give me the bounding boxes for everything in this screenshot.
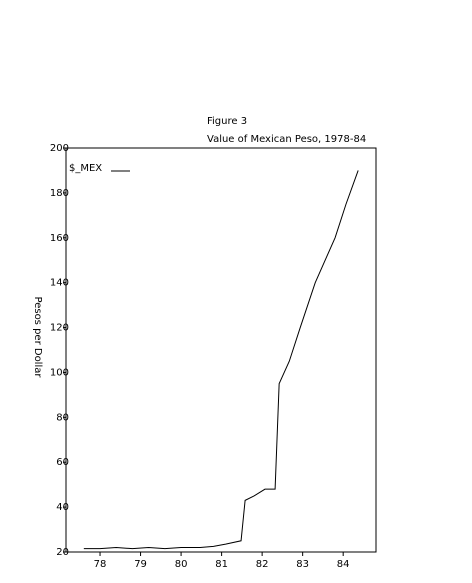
y-axis-label: Pesos per Dollar bbox=[32, 297, 43, 379]
y-tick-label: 160 bbox=[50, 233, 69, 244]
plot-frame bbox=[65, 147, 377, 553]
data-line bbox=[83, 170, 359, 550]
x-tick-label: 81 bbox=[215, 559, 228, 570]
y-tick-label: 140 bbox=[50, 278, 69, 289]
y-tick-label: 120 bbox=[50, 323, 69, 334]
y-tick-label: 80 bbox=[56, 412, 69, 423]
x-tick-label: 84 bbox=[337, 559, 350, 570]
x-tick-label: 83 bbox=[296, 559, 309, 570]
x-tick-label: 82 bbox=[256, 559, 269, 570]
y-tick-label: 40 bbox=[56, 502, 69, 513]
y-tick-label: 100 bbox=[50, 367, 69, 378]
x-tick-label: 79 bbox=[134, 559, 147, 570]
y-tick-label: 20 bbox=[56, 547, 69, 558]
x-tick-label: 78 bbox=[94, 559, 107, 570]
y-tick-label: 200 bbox=[50, 143, 69, 154]
chart-subtitle: Value of Mexican Peso, 1978-84 bbox=[207, 134, 366, 145]
chart-title: Figure 3 bbox=[207, 116, 247, 127]
y-tick-label: 60 bbox=[56, 457, 69, 468]
y-tick-label: 180 bbox=[50, 188, 69, 199]
x-tick-label: 80 bbox=[175, 559, 188, 570]
legend-label: $_MEX bbox=[69, 163, 102, 174]
